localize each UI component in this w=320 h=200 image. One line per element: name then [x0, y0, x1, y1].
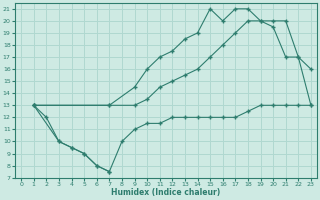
- X-axis label: Humidex (Indice chaleur): Humidex (Indice chaleur): [111, 188, 221, 197]
